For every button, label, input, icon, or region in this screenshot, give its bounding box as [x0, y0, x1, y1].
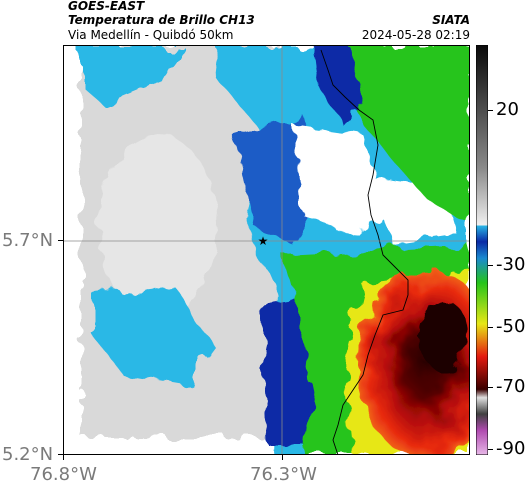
satellite-title: GOES-EAST: [68, 0, 145, 13]
lon-tick-76-8: 76.8°W: [30, 464, 97, 485]
colorbar: [476, 45, 488, 455]
route-label: Via Medellín - Quibdó 50km: [68, 28, 234, 42]
product-title: Temperatura de Brillo CH13: [68, 13, 255, 27]
lat-tick-5-2: 5.2°N: [2, 444, 54, 465]
border-line: [320, 49, 409, 455]
colorbar-tick-minus90: -90: [496, 438, 526, 459]
station-marker: ★: [258, 234, 269, 248]
colorbar-tick-20: 20: [496, 99, 519, 120]
datetime-label: 2024-05-28 02:19: [361, 28, 470, 42]
colorbar-tick-minus50: -50: [496, 316, 526, 337]
colorbar-tick-minus70: -70: [496, 376, 526, 397]
agency-label: SIATA: [432, 13, 470, 27]
lat-tick-5-7: 5.7°N: [2, 230, 54, 251]
satellite-map: ★: [63, 45, 470, 455]
lon-tick-76-3: 76.3°W: [250, 464, 317, 485]
cloud-field: [81, 45, 470, 455]
colorbar-tick-minus30: -30: [496, 254, 526, 275]
